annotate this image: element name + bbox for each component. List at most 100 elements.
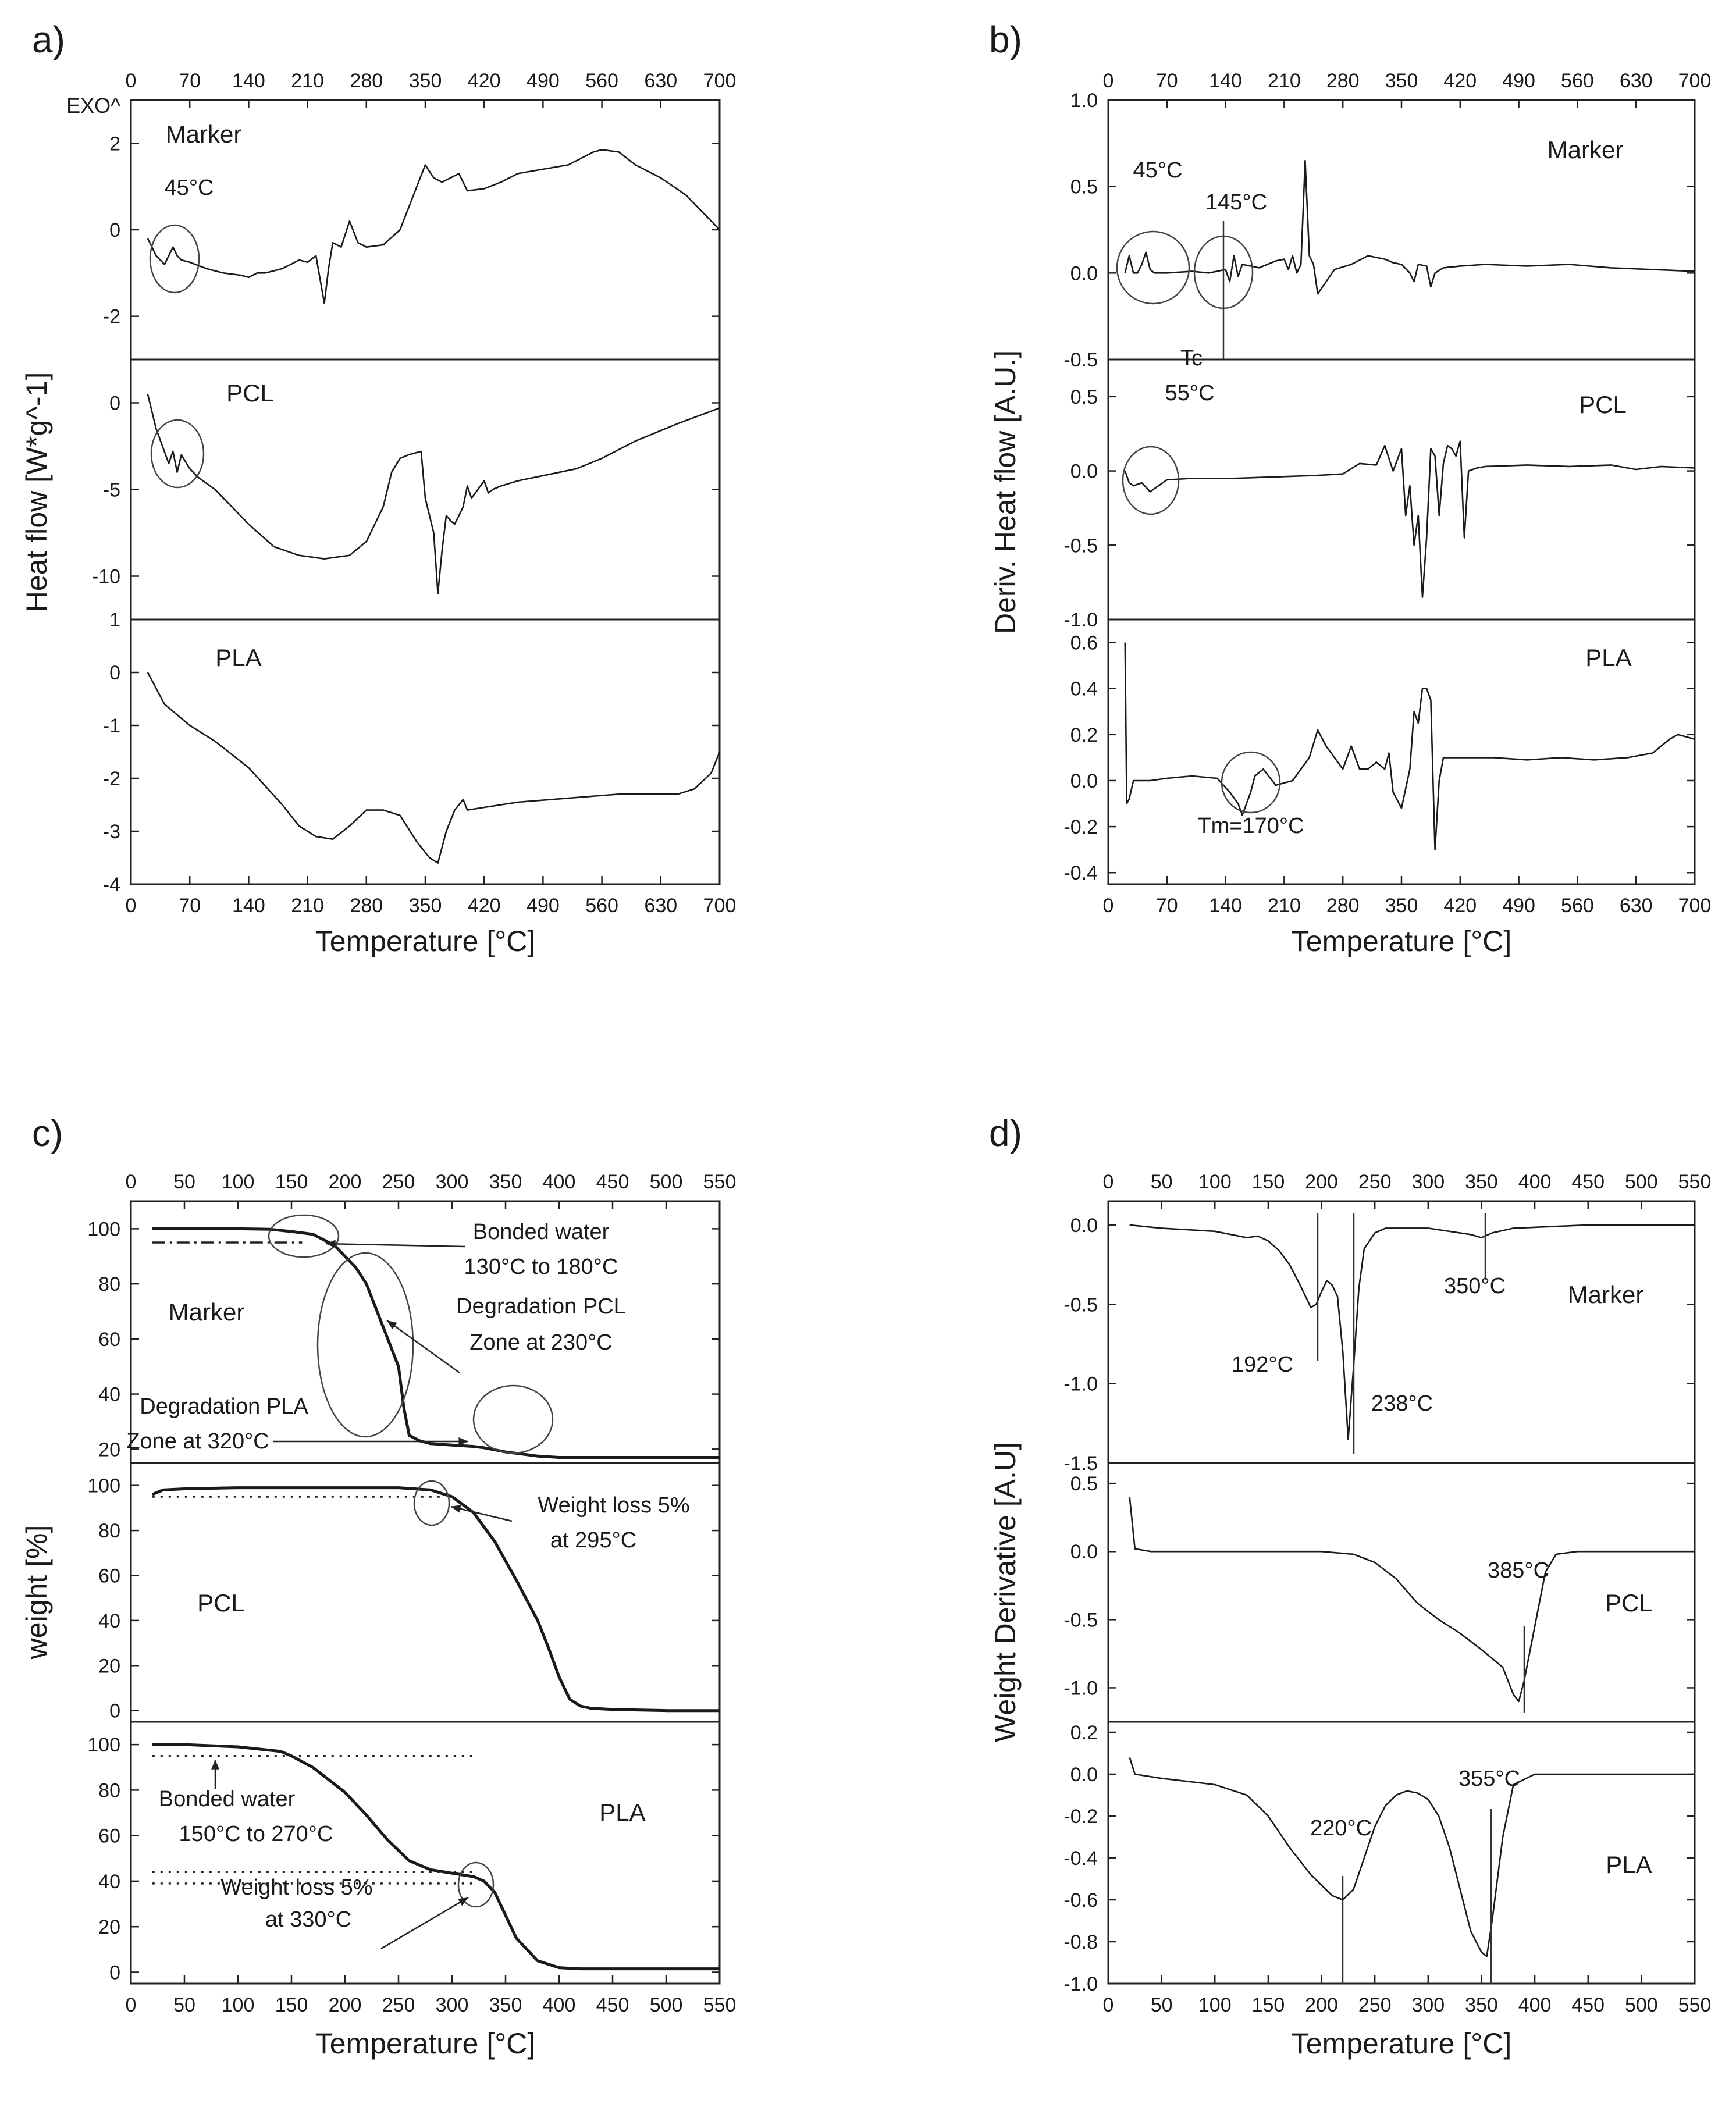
x-tick-label-top: 100 [1198, 1171, 1232, 1193]
y-axis-label: weight [%] [20, 1525, 53, 1660]
y-tick-label: -0.4 [1063, 1847, 1098, 1870]
y-tick-label: 40 [98, 1871, 120, 1893]
series-line-pcl [151, 1486, 720, 1713]
x-tick-label: 100 [1198, 1994, 1232, 2016]
x-tick-label-top: 350 [1465, 1171, 1498, 1193]
y-tick-label: 0.5 [1070, 386, 1098, 408]
x-tick-label-top: 630 [1620, 70, 1653, 92]
x-tick-label-top: 420 [1443, 70, 1477, 92]
annotation-label: Degradation PLA [140, 1394, 308, 1419]
x-tick-label-top: 50 [1151, 1171, 1173, 1193]
y-tick-label: 60 [98, 1565, 120, 1587]
series-line-pla [152, 1743, 720, 1971]
x-tick-label-top: 0 [126, 1171, 137, 1193]
y-tick-label: -4 [103, 874, 120, 896]
subplot-name: PCL [1605, 1589, 1653, 1617]
panel-a: a)00707014014021021028028035035042042049… [20, 19, 736, 957]
y-tick-label: 0.0 [1070, 461, 1098, 483]
annotation-label: Weight loss 5% [220, 1875, 372, 1900]
x-tick-label: 280 [1326, 895, 1360, 917]
y-tick-label: 20 [98, 1655, 120, 1677]
x-tick-label: 300 [436, 1994, 469, 2016]
subplot-name: Marker [1568, 1281, 1644, 1308]
x-tick-label-top: 70 [179, 70, 201, 92]
series-line-pla [1129, 1757, 1695, 1957]
y-axis-label: Deriv. Heat flow [A.U.] [989, 350, 1022, 634]
x-tick-label-top: 150 [1252, 1171, 1285, 1193]
series-line-marker [1129, 1224, 1695, 1440]
highlight-ellipse [149, 224, 200, 294]
y-tick-label: 20 [98, 1439, 120, 1461]
annotation-arrow-head [211, 1760, 220, 1770]
x-tick-label: 630 [644, 895, 677, 917]
annotation-label: 238°C [1371, 1391, 1433, 1416]
x-tick-label-top: 550 [703, 1171, 737, 1193]
panel-d: d) 0 0 50 50 100 100 150 150 200 200 250 250 300 300 35… [989, 1112, 1711, 2060]
y-tick-label: 0.0 [1070, 1764, 1098, 1786]
x-tick-label: 700 [1678, 895, 1712, 917]
y-tick-label: -0.8 [1063, 1931, 1098, 1953]
x-tick-label-top: 500 [1625, 1171, 1658, 1193]
y-tick-label: -1.0 [1063, 609, 1098, 631]
annotation-label: Bonded water [473, 1220, 610, 1244]
x-tick-label: 490 [1502, 895, 1535, 917]
y-tick-label: 40 [98, 1384, 120, 1406]
annotation-label: Weight loss 5% [538, 1493, 689, 1518]
annotation-arrow-head [451, 1505, 461, 1513]
x-tick-label-top: 700 [703, 70, 737, 92]
x-tick-label: 560 [1561, 895, 1594, 917]
x-tick-label: 560 [585, 895, 618, 917]
x-tick-label: 250 [1358, 1994, 1392, 2016]
y-tick-label: -0.6 [1063, 1889, 1098, 1911]
y-tick-label: 20 [98, 1916, 120, 1938]
y-tick-label: -2 [103, 768, 120, 790]
x-tick-label-top: 50 [173, 1171, 195, 1193]
x-tick-label: 350 [409, 895, 442, 917]
series-line-marker [152, 1227, 720, 1459]
y-axis-label: Weight Derivative [A.U] [989, 1442, 1022, 1742]
x-tick-label: 150 [275, 1994, 308, 2016]
x-tick-label: 0 [126, 1994, 137, 2016]
x-tick-label: 450 [596, 1994, 629, 2016]
panel-label: b) [989, 19, 1022, 60]
series-line-pcl [1124, 440, 1695, 598]
x-tick-label-top: 70 [1156, 70, 1178, 92]
subplot-pla: 1 0 -1 -2 -3 -4 PLA [103, 609, 721, 896]
y-tick-label: 0.0 [1070, 1215, 1098, 1237]
x-tick-label-top: 400 [543, 1171, 576, 1193]
y-tick-label: 0.0 [1070, 262, 1098, 284]
y-tick-label: 0.0 [1070, 1541, 1098, 1563]
x-axis-label: Temperature [°C] [1292, 2027, 1511, 2060]
x-tick-label-top: 400 [1518, 1171, 1552, 1193]
y-tick-label: -5 [103, 479, 120, 501]
x-tick-label-top: 490 [1502, 70, 1535, 92]
annotation-label: 385°C [1488, 1558, 1549, 1583]
subplot-pla: 100 80 60 40 20 0 PLA Bonded water 150°C to 270°… [87, 1734, 720, 1984]
x-tick-label: 420 [468, 895, 501, 917]
annotation-label: 55°C [1165, 381, 1215, 405]
y-tick-label: 0.2 [1070, 1722, 1098, 1744]
x-tick-label: 0 [126, 895, 137, 917]
x-tick-label: 140 [232, 895, 265, 917]
x-tick-label: 700 [703, 895, 737, 917]
x-tick-label-top: 450 [1571, 1171, 1605, 1193]
y-tick-label: 0 [109, 662, 120, 684]
x-tick-label: 450 [1571, 1994, 1605, 2016]
x-tick-label: 400 [543, 1994, 576, 2016]
annotation-arrow-line [450, 1505, 513, 1522]
annotation-label: 355°C [1458, 1767, 1520, 1791]
x-tick-label-top: 300 [436, 1171, 469, 1193]
x-tick-label: 210 [291, 895, 324, 917]
x-tick-label-top: 210 [1268, 70, 1301, 92]
x-tick-label: 200 [329, 1994, 362, 2016]
annotation-label: 145°C [1205, 190, 1267, 215]
annotation-arrow-head [458, 1897, 468, 1906]
x-tick-label-top: 0 [126, 70, 137, 92]
subplot-pla: 0.6 0.4 0.2 0.0 -0.2 -0.4 PLA Tm=170°C [1063, 632, 1695, 884]
x-tick-label: 550 [703, 1994, 737, 2016]
x-tick-label: 210 [1268, 895, 1301, 917]
exo-label: EXO^ [66, 94, 120, 118]
series-line-pla [147, 672, 721, 864]
subplot-name: Marker [1548, 136, 1624, 163]
